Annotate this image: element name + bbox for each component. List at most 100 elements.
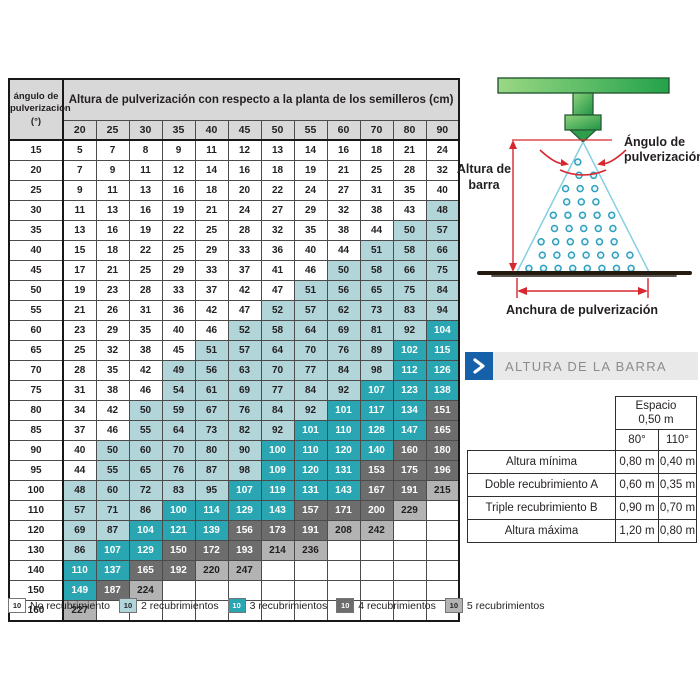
table-row: Altura máxima 1,20 m 0,80 m [467,519,697,543]
column-header: 30 [128,120,163,141]
spray-height-table: ángulo de pulverización (°) Altura de pu… [8,78,461,622]
sprayer-diagram: Ángulo de pulverización Altura de barra … [457,77,700,317]
value-cell: 102 [392,340,427,361]
value-cell [392,580,427,601]
value-cell: 33 [161,280,196,301]
value-cell: 220 [194,560,229,581]
value-cell: 84 [326,360,361,381]
value-cell: 115 [425,340,460,361]
value-cell [326,540,361,561]
angle-indicator [539,149,627,176]
value-cell: 157 [293,500,328,521]
value-cell: 84 [293,380,328,401]
value-cell: 35 [392,180,427,201]
table-row: Triple recubrimiento B 0,90 m 0,70 m [467,496,697,520]
table-row: 130 86 107 129 150 172 193 214 236 [8,540,460,561]
table-row: 25 9 11 13 16 18 20 22 24 27 31 35 40 [8,180,460,201]
value-cell: 18 [359,139,394,161]
legend-label: 4 recubrimientos [358,599,436,612]
value-cell: 50 [326,260,361,281]
value-cell: 13 [62,220,97,241]
angle-cell: 130 [8,540,64,561]
value-cell: 138 [425,380,460,401]
value-cell: 21 [194,200,229,221]
angle-cell: 55 [8,300,64,321]
value-cell: 98 [227,460,262,481]
spray-droplets [525,158,635,273]
section-title: ALTURA DE LA BARRA [505,358,667,374]
value-cell [293,580,328,601]
value-cell: 140 [359,440,394,461]
value-cell: 167 [359,480,394,501]
value-cell: 63 [227,360,262,381]
section-header: ALTURA DE LA BARRA [465,352,698,380]
value-cell: 51 [293,280,328,301]
legend-swatch: 10 [336,598,355,613]
value-cell: 25 [62,340,97,361]
value-cell: 76 [326,340,361,361]
value-cell: 191 [293,520,328,541]
legend-item: 10 3 recubrimientos [227,598,327,613]
spacing-header: Espacio 0,50 m [615,396,697,430]
table-row: 100 48 60 72 83 95 107 119 131 143 167 191 215 [8,480,460,501]
value-cell [392,560,427,581]
value-cell: 21 [326,160,361,181]
value-cell: 171 [326,500,361,521]
value-cell: 5 [62,139,97,161]
column-header: 60 [326,120,361,141]
value-cell: 67 [194,400,229,421]
value-cell: 28 [227,220,262,241]
value-cell: 36 [260,240,295,261]
value-cell: 129 [227,500,262,521]
value-cell: 27 [260,200,295,221]
value-cell: 38 [359,200,394,221]
angle-cell: 30 [8,200,64,221]
value-cell: 17 [62,260,97,281]
value-cell: 75 [392,280,427,301]
value-cell: 95 [194,480,229,501]
value-cell: 191 [392,480,427,501]
value-cell: 42 [95,400,130,421]
table-row: 90 40 50 60 70 80 90 100 110 120 140 160 180 [8,440,460,461]
value-cell: 82 [227,420,262,441]
value-cell: 100 [161,500,196,521]
angle-cell: 110 [8,500,64,521]
table-row: 50 19 23 28 33 37 42 47 51 56 65 75 84 [8,280,460,301]
value-cell: 42 [227,280,262,301]
value-cell: 57 [293,300,328,321]
value-cell: 69 [227,380,262,401]
value-cell: 57 [62,500,97,521]
angle-cell: 80 [8,400,64,421]
legend-item: 10 No recubrimiento [8,598,110,613]
legend-label: 5 recubrimientos [466,599,545,612]
value-cell: 76 [227,400,262,421]
angle-cell: 20 [8,160,64,181]
value-cell: 9 [62,180,97,201]
value-cell: 33 [194,260,229,281]
table-row: Altura mínima 0,80 m 0,40 m [467,450,697,474]
angle-cell: 140 [8,560,64,581]
angle-cell: 120 [8,520,64,541]
value-cell: 36 [161,300,196,321]
table-row: 30 11 13 16 19 21 24 27 29 32 38 43 48 [8,200,460,221]
value-cell: 28 [392,160,427,181]
angle-cell: 50 [8,280,64,301]
value-cell: 242 [359,520,394,541]
value-cell [425,500,460,521]
value-cell [392,520,427,541]
value-80: 0,60 m [615,473,659,497]
value-cell: 35 [128,320,163,341]
value-cell: 16 [161,180,196,201]
value-110: 0,35 m [658,473,697,497]
value-cell: 62 [326,300,361,321]
value-cell: 75 [425,260,460,281]
value-cell: 33 [227,240,262,261]
value-cell: 14 [194,160,229,181]
value-cell: 11 [128,160,163,181]
value-cell: 24 [293,180,328,201]
bar-height-label-line2: barra [468,178,500,192]
value-cell: 66 [425,240,460,261]
value-cell: 22 [128,240,163,261]
legend: 10 No recubrimiento 10 2 recubrimientos 10 3 … [8,598,544,613]
column-header: 35 [161,120,196,141]
